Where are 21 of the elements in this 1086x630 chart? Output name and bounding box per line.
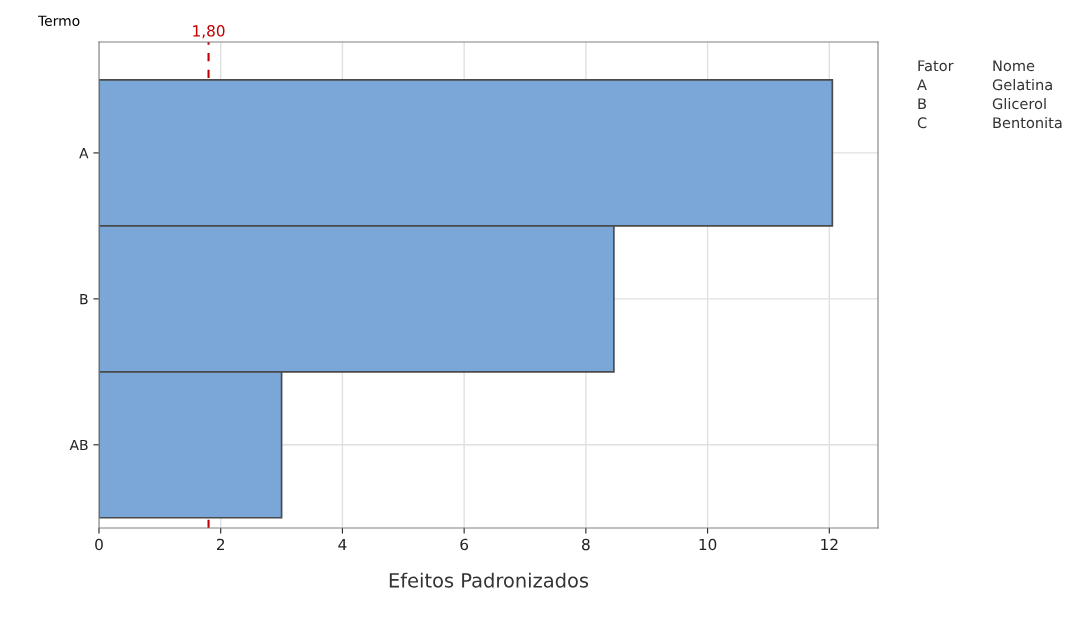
x-tick-label: 0: [95, 538, 103, 551]
text: B: [918, 98, 926, 110]
x-tick-label: 10: [699, 538, 717, 551]
x-axis-title: Efeitos Padronizados: [389, 572, 589, 588]
text: Glicerol: [992, 97, 1046, 110]
text: Gelatina: [992, 78, 1052, 91]
y-tick-label: B: [80, 294, 88, 305]
ref-line-label: 1,80: [193, 25, 225, 39]
x-tick-label: 8: [582, 538, 590, 551]
y-tick-label: AB: [69, 439, 88, 451]
text: Fator: [918, 60, 954, 72]
text: A: [917, 79, 927, 91]
text: Nome: [993, 60, 1035, 72]
x-tick-label: 12: [821, 538, 838, 551]
y-axis-title: Termo: [37, 15, 80, 27]
x-tick-label: 6: [460, 538, 469, 551]
x-tick-label: 2: [216, 538, 225, 551]
text: Bentonita: [993, 116, 1062, 129]
y-tick-label: A: [79, 148, 89, 159]
x-tick-label: 4: [338, 538, 347, 551]
text: C: [917, 117, 927, 129]
